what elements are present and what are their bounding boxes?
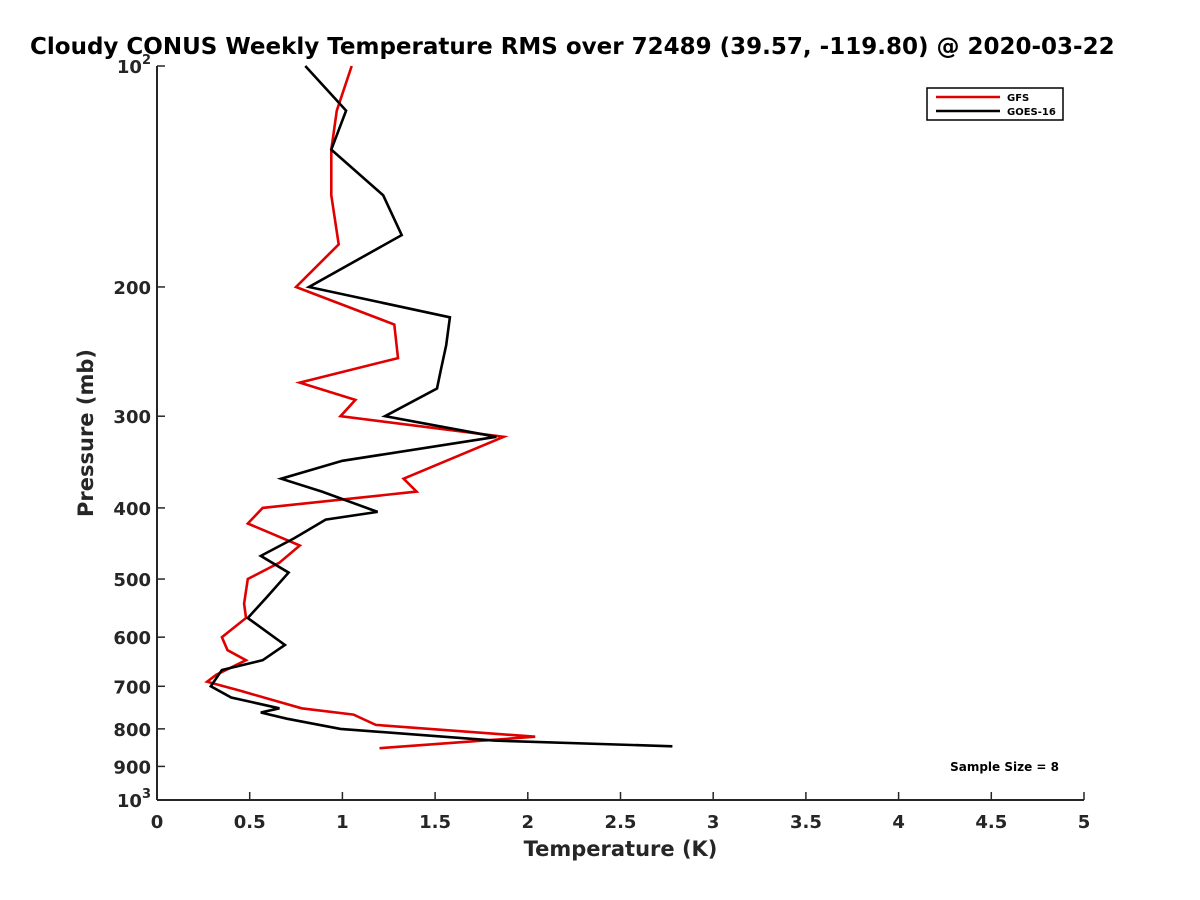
y-tick-label: 400	[113, 499, 151, 520]
y-tick-label: 200	[113, 278, 151, 299]
y-axis-label: Pressure (mb)	[74, 349, 98, 517]
legend-label-goes-16: GOES-16	[1007, 107, 1056, 118]
chart-title: Cloudy CONUS Weekly Temperature RMS over…	[30, 34, 1115, 60]
x-tick-label: 2.5	[605, 812, 637, 833]
y-tick-label: 102	[117, 53, 151, 78]
y-tick-label: 300	[113, 407, 151, 428]
x-tick-label: 3.5	[790, 812, 822, 833]
x-tick-label: 5	[1078, 812, 1091, 833]
x-axis-label: Temperature (K)	[524, 837, 718, 861]
x-tick-label: 1	[336, 812, 349, 833]
y-tick-label: 600	[113, 628, 151, 649]
x-tick-label: 4.5	[975, 812, 1007, 833]
y-tick-label: 500	[113, 570, 151, 591]
series-line-goes-16	[208, 65, 673, 748]
y-tick-label: 700	[113, 677, 151, 698]
y-tick-label: 800	[113, 720, 151, 741]
x-tick-label: 2	[522, 812, 535, 833]
series-layer	[204, 65, 673, 750]
x-tick-label: 3	[707, 812, 720, 833]
x-tick-label: 4	[892, 812, 905, 833]
axes: 0 0.5 1 1.5 2 2.5 3 3.5 4 4.5 5 102 200 300 400 500 600 7…	[113, 53, 1090, 833]
x-tick-label: 0	[151, 812, 164, 833]
x-tick-label: 1.5	[419, 812, 451, 833]
legend: GFS GOES-16	[926, 87, 1064, 121]
x-tick-label: 0.5	[234, 812, 266, 833]
y-tick-label: 103	[117, 787, 151, 812]
sample-size-annotation: Sample Size = 8	[950, 760, 1059, 774]
legend-box	[926, 87, 1064, 121]
series-line-gfs	[204, 65, 536, 750]
y-tick-label: 900	[113, 757, 151, 778]
legend-label-gfs: GFS	[1007, 93, 1029, 104]
